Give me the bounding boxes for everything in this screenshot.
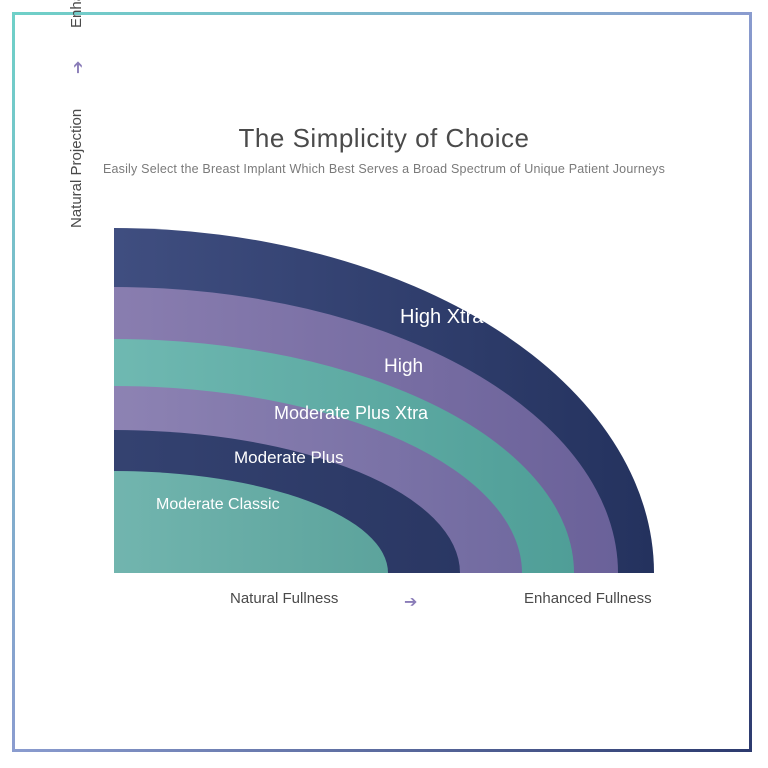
y-axis: Natural Projection ➔ Enhanced Projection <box>68 0 88 228</box>
y-axis-enhanced-label: Enhanced Projection <box>68 0 85 28</box>
arc-label: Ultra High <box>418 252 511 276</box>
y-axis-natural-label: Natural Projection <box>68 109 85 228</box>
x-axis-natural-label: Natural Fullness <box>230 590 338 607</box>
arc-label: High <box>384 356 423 378</box>
arc-label: High Xtra <box>400 306 483 329</box>
arrow-right-icon: ➔ <box>404 592 417 612</box>
arc-diagram: Ultra High High Xtra High Moderate Plus Xtr… <box>114 228 654 573</box>
page-subtitle: Easily Select the Breast Implant Which B… <box>0 162 768 176</box>
arc-label: Moderate Classic <box>156 496 280 514</box>
x-axis-enhanced-label: Enhanced Fullness <box>524 590 652 607</box>
page-title: The Simplicity of Choice <box>0 123 768 154</box>
arc-label: Moderate Plus Xtra <box>274 403 428 424</box>
arc-label: Moderate Plus <box>234 448 344 468</box>
arrow-up-icon: ➔ <box>68 61 88 74</box>
